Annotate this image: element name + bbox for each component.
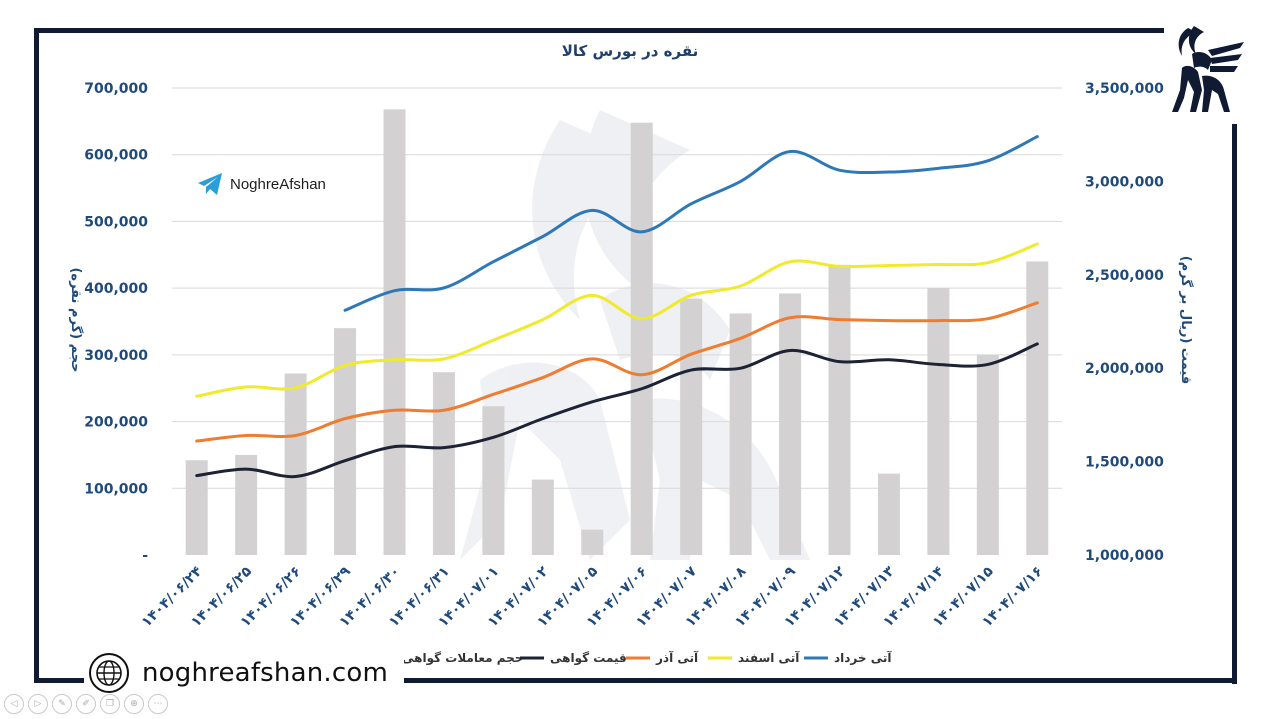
bar xyxy=(531,479,554,555)
bar xyxy=(630,122,653,555)
website-link[interactable]: noghreafshan.com xyxy=(84,652,404,694)
chart-title: نقره در بورس کالا xyxy=(562,42,699,60)
right-tick-label: 1,500,000 xyxy=(1085,455,1164,471)
frame-bottom-border xyxy=(34,678,1237,683)
right-tick-label: 2,500,000 xyxy=(1085,268,1164,284)
prev-icon[interactable]: ◁ xyxy=(4,694,24,714)
copy-icon[interactable]: ❐ xyxy=(100,694,120,714)
bar xyxy=(432,372,455,555)
series-line xyxy=(343,135,1039,312)
left-tick-label: 300,000 xyxy=(84,348,148,364)
right-axis-label: قیمت (ریال بر گرم) xyxy=(1178,256,1194,384)
frame-right-border xyxy=(1232,124,1237,684)
globe-icon xyxy=(89,653,129,693)
series-line xyxy=(195,242,1039,398)
telegram-handle[interactable]: NoghreAfshan xyxy=(196,170,326,198)
legend-label: آتی خرداد xyxy=(834,650,892,665)
menu-icon[interactable]: ⋯ xyxy=(148,694,168,714)
bar xyxy=(284,373,307,555)
bar xyxy=(482,406,505,555)
legend-label: آتی آذر xyxy=(655,650,699,665)
left-tick-label: 500,000 xyxy=(84,214,148,230)
bar xyxy=(976,354,999,555)
legend-label: حجم معاملات گواهی xyxy=(402,651,523,666)
bar xyxy=(927,288,950,555)
bar xyxy=(185,460,208,555)
zoom-icon[interactable]: ⊕ xyxy=(124,694,144,714)
highlighter-icon[interactable]: ✐ xyxy=(76,694,96,714)
bar xyxy=(235,454,258,555)
left-tick-label: - xyxy=(142,548,148,564)
legend-label: آتی اسفند xyxy=(738,650,800,665)
left-tick-label: 100,000 xyxy=(84,481,148,497)
right-tick-label: 2,000,000 xyxy=(1085,361,1164,377)
ibex-logo-icon xyxy=(1172,26,1244,112)
bar xyxy=(1026,261,1049,555)
legend-label: قیمت گواهی xyxy=(550,651,627,666)
left-tick-label: 400,000 xyxy=(84,281,148,297)
bar xyxy=(877,473,900,555)
pen-icon[interactable]: ✎ xyxy=(52,694,72,714)
left-tick-label: 700,000 xyxy=(84,81,148,97)
telegram-icon xyxy=(198,173,222,195)
left-axis-label: حجم (گرم نقره) xyxy=(68,267,84,372)
viewer-toolbar: ◁ ▷ ✎ ✐ ❐ ⊕ ⋯ xyxy=(4,694,168,714)
left-tick-label: 200,000 xyxy=(84,415,148,431)
bar xyxy=(581,529,604,555)
bar xyxy=(680,298,703,555)
website-url: noghreafshan.com xyxy=(142,658,388,688)
right-tick-label: 3,000,000 xyxy=(1085,174,1164,190)
series-line xyxy=(195,342,1039,479)
right-tick-label: 1,000,000 xyxy=(1085,548,1164,564)
telegram-name: NoghreAfshan xyxy=(230,175,326,193)
left-tick-label: 600,000 xyxy=(84,148,148,164)
bar xyxy=(729,313,752,555)
bar xyxy=(828,264,851,555)
bar xyxy=(383,109,406,555)
bar xyxy=(779,293,802,555)
series-line xyxy=(195,301,1039,443)
next-icon[interactable]: ▷ xyxy=(28,694,48,714)
frame-left-border xyxy=(34,28,39,680)
frame-top-border xyxy=(34,28,1164,33)
right-tick-label: 3,500,000 xyxy=(1085,81,1164,97)
bar xyxy=(334,328,357,555)
